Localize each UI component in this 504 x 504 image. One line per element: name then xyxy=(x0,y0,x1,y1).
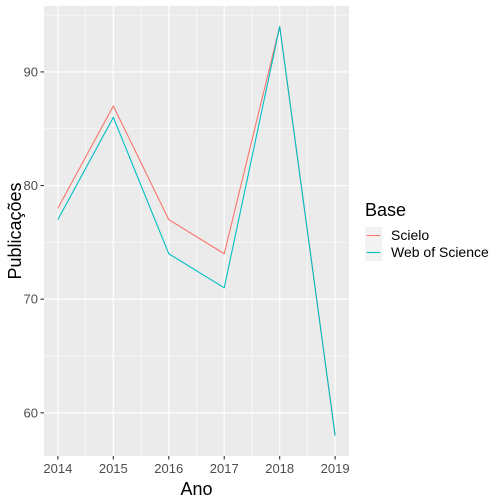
y-axis-title: Publicações xyxy=(5,182,25,279)
y-tick-label: 80 xyxy=(24,178,38,193)
y-tick-label: 90 xyxy=(24,64,38,79)
legend-label-web-of-science: Web of Science xyxy=(391,244,489,260)
legend-label-scielo: Scielo xyxy=(391,227,429,243)
series-line-web-of-science xyxy=(57,25,336,436)
x-tick-label: 2017 xyxy=(210,461,239,476)
x-axis: 2014 2015 2016 2017 2018 2019 xyxy=(43,456,350,476)
y-tick-label: 70 xyxy=(24,292,38,307)
x-tick-label: 2018 xyxy=(265,461,294,476)
y-tick-label: 60 xyxy=(24,405,38,420)
x-tick-label: 2016 xyxy=(154,461,183,476)
x-tick-label: 2015 xyxy=(99,461,128,476)
grid-minor xyxy=(44,6,349,456)
grid-major xyxy=(44,6,349,456)
legend-title: Base xyxy=(365,200,406,220)
x-tick-label: 2014 xyxy=(43,461,72,476)
y-axis: 60 70 80 90 xyxy=(24,64,44,420)
x-axis-title: Ano xyxy=(180,479,212,499)
series-lines xyxy=(57,25,336,436)
x-tick-label: 2019 xyxy=(321,461,350,476)
